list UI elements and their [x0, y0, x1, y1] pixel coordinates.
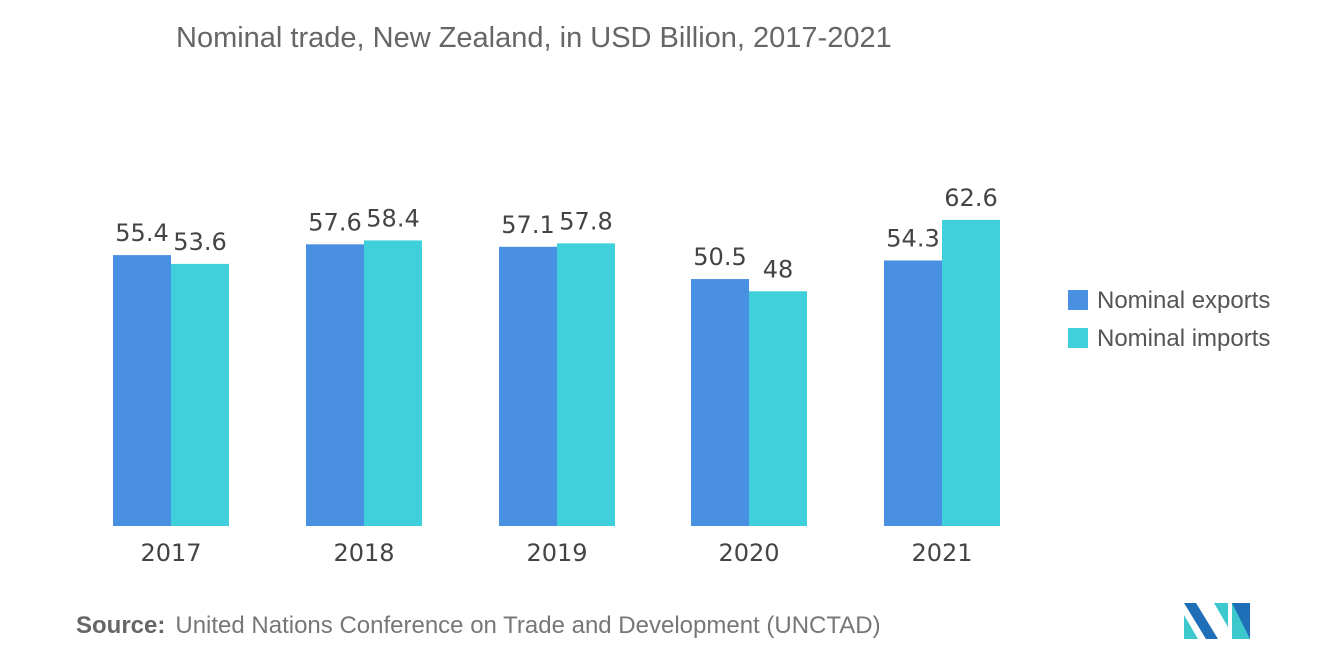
bar-imports-2018	[364, 240, 422, 526]
data-label: 57.1	[501, 211, 554, 239]
bar-exports-2018	[306, 244, 364, 526]
bar-chart: 55.4 53.6 2017 57.6 58.4 2018 57.1 57.8 2019 50.5…	[113, 184, 1270, 567]
legend-label: Nominal exports	[1097, 287, 1270, 314]
bar-imports-2019	[557, 243, 615, 526]
source-label: Source:	[76, 612, 166, 639]
data-label: 57.6	[308, 208, 361, 236]
data-label: 50.5	[693, 243, 746, 271]
source-text: United Nations Conference on Trade and D…	[175, 612, 881, 639]
x-tick-label: 2021	[911, 539, 972, 567]
data-label: 48	[763, 255, 794, 283]
bar-exports-2020	[691, 279, 749, 526]
data-label: 62.6	[944, 184, 997, 212]
bar-exports-2017	[113, 255, 171, 526]
data-label: 55.4	[115, 219, 168, 247]
legend-swatch	[1068, 290, 1088, 310]
bar-imports-2017	[171, 263, 229, 526]
legend-swatch	[1068, 328, 1088, 348]
source-note: Source: United Nations Conference on Trad…	[76, 612, 881, 640]
x-tick-label: 2020	[718, 539, 779, 567]
bar-exports-2019	[499, 246, 557, 526]
brand-logo	[1184, 603, 1250, 639]
data-label: 54.3	[886, 224, 939, 252]
bar-imports-2020	[749, 291, 807, 526]
x-tick-label: 2019	[526, 539, 587, 567]
bar-exports-2021	[884, 260, 942, 526]
x-tick-label: 2017	[140, 539, 201, 567]
legend-label: Nominal imports	[1097, 325, 1270, 352]
data-label: 57.8	[559, 207, 612, 235]
x-tick-label: 2018	[333, 539, 394, 567]
bar-imports-2021	[942, 219, 1000, 527]
chart-title: Nominal trade, New Zealand, in USD Billi…	[176, 22, 892, 54]
data-label: 53.6	[173, 228, 226, 256]
data-label: 58.4	[366, 204, 419, 232]
